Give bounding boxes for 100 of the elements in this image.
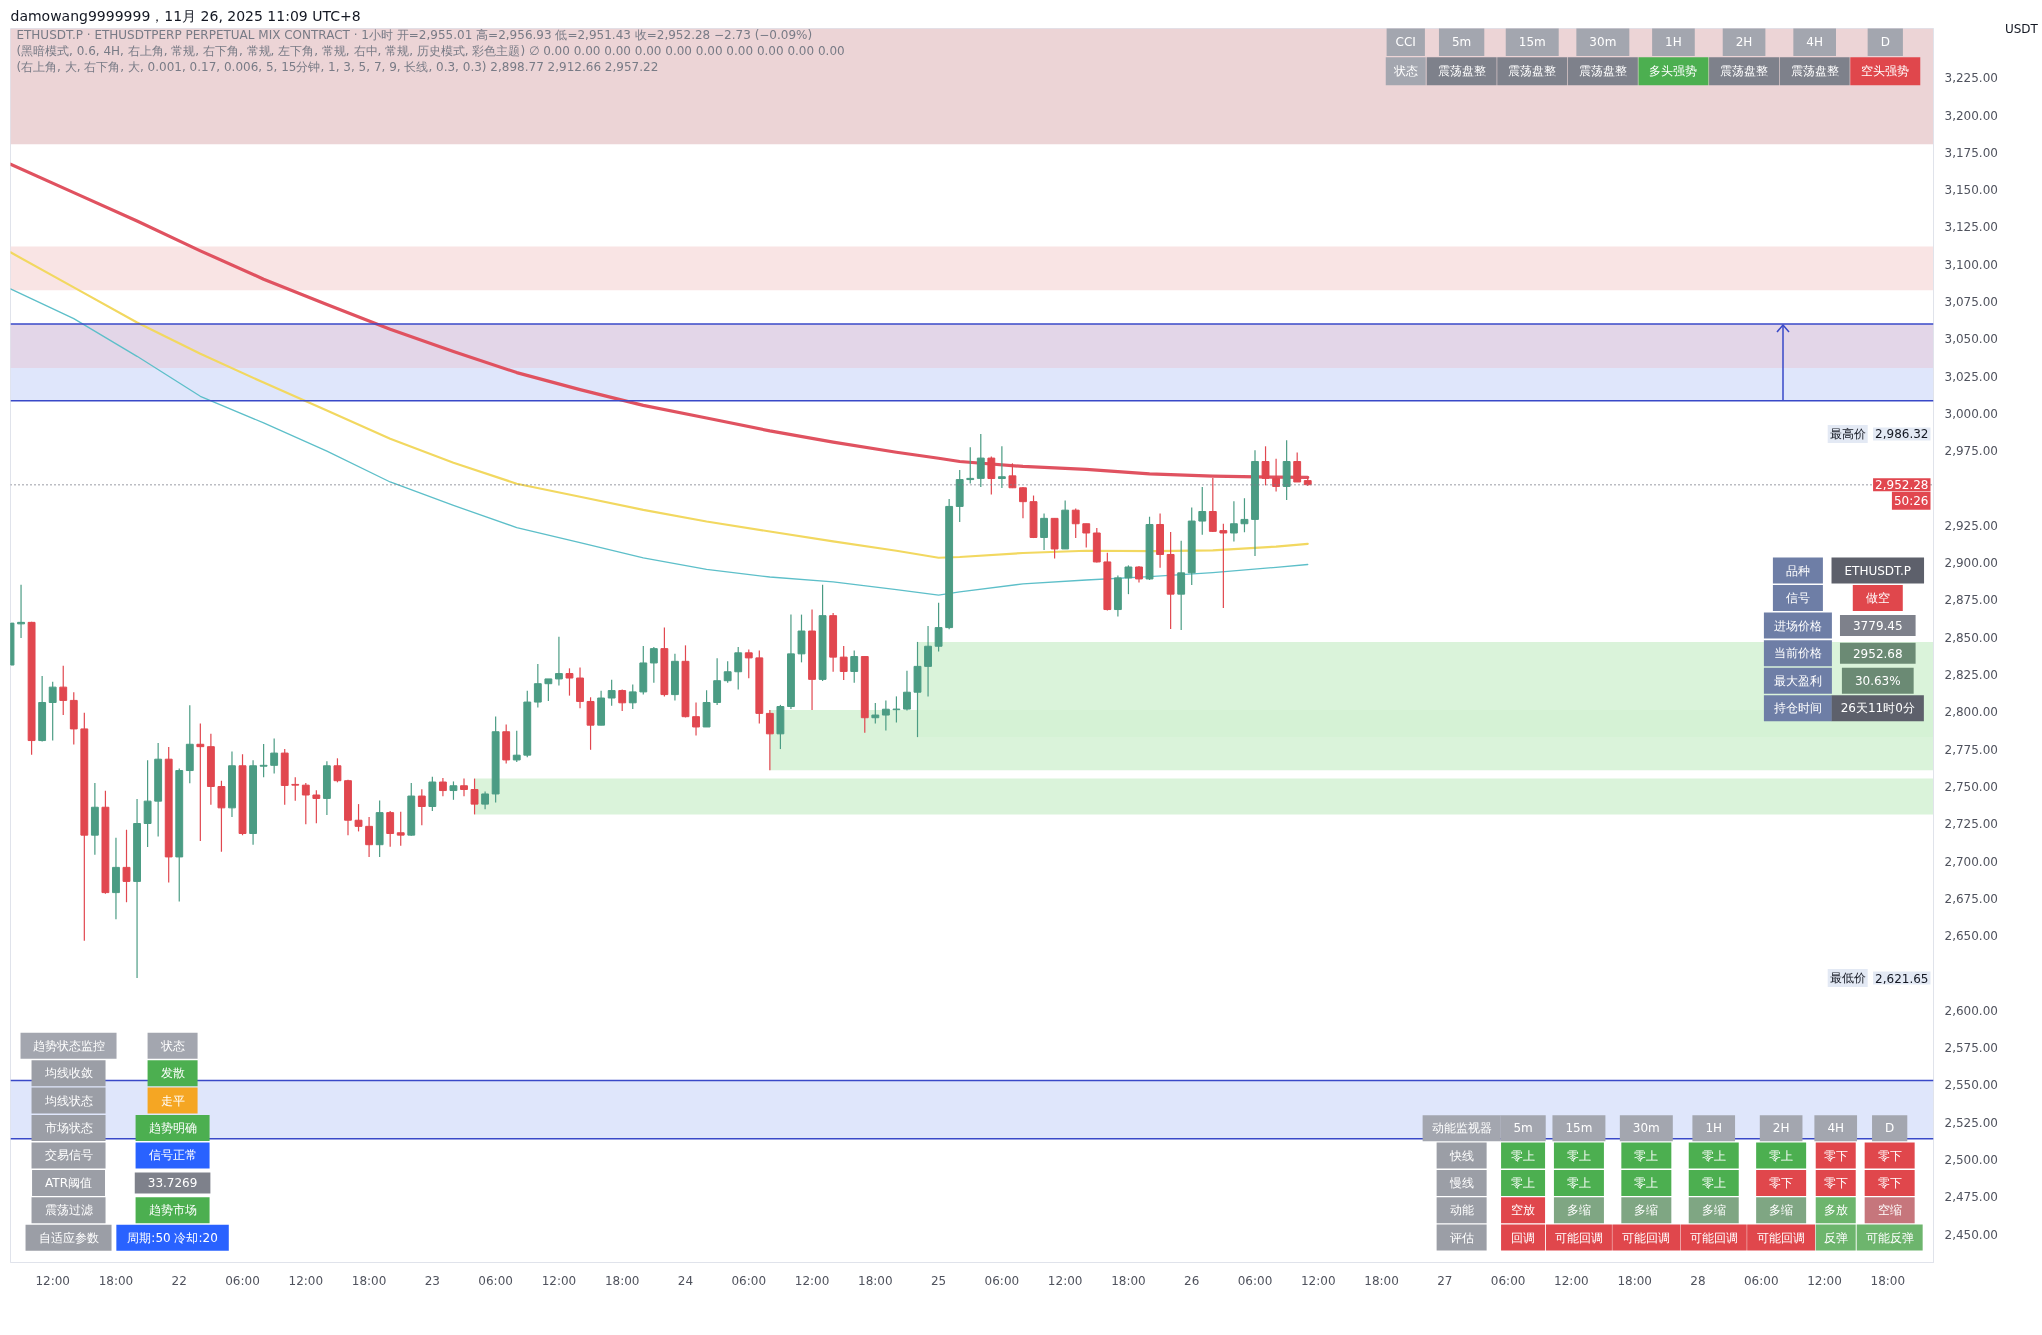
- annotation: 2952.68: [1852, 646, 1903, 661]
- annotation: 多放: [1823, 1203, 1848, 1218]
- annotation: 多缩: [1769, 1203, 1794, 1218]
- x-tick-label: 18:00: [858, 1273, 893, 1288]
- annotation: 可能回调: [1757, 1230, 1806, 1245]
- x-tick-label: 12:00: [288, 1273, 324, 1288]
- candlestick: [217, 780, 226, 853]
- candlestick: [533, 663, 542, 709]
- candlestick: [1082, 523, 1091, 549]
- y-tick-label: 2,925.00: [1944, 518, 1998, 533]
- y-tick-label: 3,000.00: [1944, 406, 1998, 421]
- y-tick-label: 2,775.00: [1944, 742, 1998, 757]
- candlestick: [312, 789, 321, 824]
- annotation: 趋势状态监控: [32, 1038, 105, 1053]
- x-tick-label: 12:00: [35, 1273, 70, 1288]
- annotation: 当前价格: [1773, 646, 1822, 661]
- annotation: 评估: [1449, 1230, 1474, 1245]
- x-tick-label: 06:00: [984, 1273, 1020, 1288]
- x-tick-label: 18:00: [1870, 1273, 1906, 1288]
- candlestick: [903, 670, 911, 712]
- candlestick: [649, 646, 658, 684]
- annotation: (黑暗模式, 0.6, 4H, 右上角, 常规, 右下角, 常规, 左下角, 常规, 右中, 常规, 历史模式, 彩色主题) ∅ 0.00 0.00 0.00 0.00 0.00 0.00 0.00 0.00 0.00 0.00: [16, 43, 845, 58]
- annotation: 30m: [1632, 1121, 1660, 1136]
- annotation: 动能: [1449, 1203, 1474, 1218]
- y-tick-label: 2,475.00: [1944, 1190, 1998, 1205]
- annotation: 2H: [1772, 1121, 1790, 1136]
- annotation: 震荡盘整: [1578, 64, 1627, 79]
- candlestick: [1124, 564, 1133, 595]
- ref-line-label: 2,952.28: [1875, 478, 1929, 493]
- y-axis-title: USDT: [2004, 21, 2039, 36]
- annotation: 可能回调: [1689, 1230, 1738, 1245]
- candlestick: [924, 625, 932, 697]
- annotation: 5m: [1513, 1121, 1533, 1136]
- annotation: 慢线: [1448, 1175, 1474, 1190]
- x-tick-label: 22: [171, 1273, 187, 1288]
- candlestick: [607, 679, 616, 707]
- candlestick: [850, 649, 859, 684]
- annotation: 零上: [1634, 1175, 1659, 1190]
- x-tick-label: 12:00: [1554, 1273, 1589, 1288]
- annotation: 自适应参数: [38, 1230, 99, 1245]
- candlestick: [354, 803, 363, 833]
- y-tick-label: 3,225.00: [1944, 71, 1998, 86]
- x-tick-label: 06:00: [731, 1273, 767, 1288]
- annotation: 33.7269: [147, 1176, 198, 1191]
- y-tick-label: 3,025.00: [1944, 369, 1998, 384]
- candlestick: [892, 695, 901, 724]
- x-tick-label: 06:00: [1237, 1273, 1273, 1288]
- annotation: 空放: [1511, 1203, 1536, 1218]
- x-tick-label: 06:00: [1490, 1273, 1526, 1288]
- candlestick: [744, 648, 753, 679]
- chart-subtitle: ETHUSDT.P · ETHUSDTPERP PERPETUAL MIX CONTRACT · 1小时 开=2,955.01 高=2,956.93 低=2,951.43 收=2,952.28 −2.73 (−0.09%): [16, 27, 813, 42]
- candlestick: [881, 699, 890, 731]
- candlestick: [976, 433, 985, 488]
- annotation: 零上: [1566, 1148, 1591, 1163]
- candlestick: [966, 446, 975, 485]
- y-tick-label: 2,800.00: [1944, 705, 1998, 720]
- candlestick: [48, 681, 57, 742]
- candlestick: [1261, 445, 1270, 486]
- annotation: 零下: [1877, 1175, 1902, 1190]
- annotation: 信号正常: [148, 1148, 197, 1163]
- y-tick-label: 2,900.00: [1944, 556, 1998, 571]
- y-tick-label: 3,200.00: [1944, 108, 1998, 123]
- candlestick: [1019, 486, 1027, 519]
- line-series: [10, 251, 1309, 559]
- annotation: 交易信号: [44, 1148, 93, 1163]
- annotation: 周期:50 冷却:20: [127, 1230, 218, 1245]
- annotation: 5m: [1451, 35, 1472, 50]
- y-tick-label: 2,600.00: [1944, 1003, 1998, 1018]
- candlestick: [1208, 477, 1217, 533]
- annotation: CCI: [1395, 35, 1416, 50]
- annotation: 动能监视器: [1431, 1121, 1492, 1136]
- y-tick-label: 2,675.00: [1944, 891, 1998, 906]
- annotation: 多缩: [1634, 1203, 1659, 1218]
- candlestick: [734, 646, 743, 691]
- x-tick-label: 23: [424, 1273, 441, 1288]
- candlestick: [1219, 523, 1228, 609]
- annotation: 2,621.65: [1875, 971, 1929, 986]
- x-tick-label: 18:00: [1111, 1273, 1146, 1288]
- x-tick-label: 12:00: [1807, 1273, 1842, 1288]
- x-tick-label: 06:00: [225, 1273, 260, 1288]
- annotation: 15m: [1565, 1121, 1593, 1136]
- annotation: 品种: [1785, 563, 1810, 578]
- candlestick: [713, 657, 722, 706]
- annotation: 快线: [1448, 1148, 1474, 1163]
- annotation: 零上: [1701, 1148, 1726, 1163]
- annotation: 零上: [1566, 1175, 1591, 1190]
- annotation: 2,986.32: [1875, 427, 1929, 442]
- candlestick: [196, 722, 205, 842]
- candlestick: [1293, 451, 1302, 483]
- x-tick-label: 18:00: [1364, 1273, 1399, 1288]
- annotation: 可能回调: [1554, 1230, 1603, 1245]
- annotation: 回调: [1511, 1230, 1536, 1245]
- annotation: 状态: [1392, 64, 1418, 79]
- candlestick: [1272, 458, 1281, 493]
- candlestick: [59, 665, 68, 716]
- annotation: 信号: [1785, 591, 1810, 606]
- candlestick: [470, 778, 479, 816]
- annotation: 零上: [1769, 1148, 1794, 1163]
- x-tick-label: 28: [1690, 1273, 1706, 1288]
- candlestick: [1008, 462, 1017, 489]
